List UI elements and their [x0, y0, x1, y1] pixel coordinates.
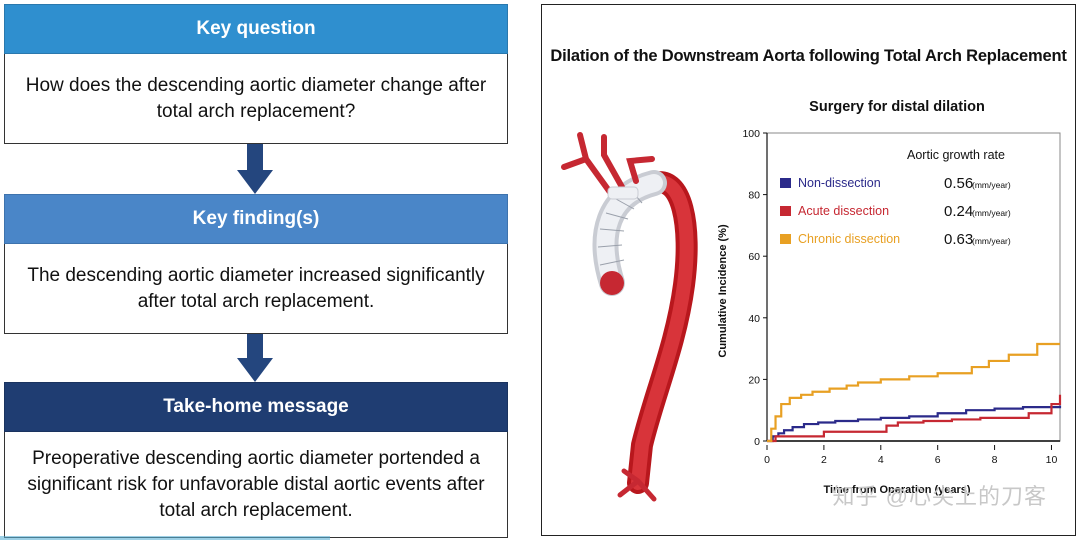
y-tick-label: 60: [748, 251, 760, 263]
legend-title: Aortic growth rate: [907, 148, 1005, 162]
x-axis-label: Time from Operation (years): [823, 484, 970, 496]
series-line-acute-dissection: [767, 394, 1062, 443]
x-tick-label: 10: [1046, 454, 1058, 466]
legend-label: Chronic dissection: [798, 232, 900, 246]
legend-label: Non-dissection: [798, 176, 881, 190]
y-tick-label: 100: [742, 128, 760, 140]
down-arrow-icon: [237, 144, 273, 194]
legend-unit: (mm/year): [972, 236, 1011, 246]
x-tick-label: 2: [821, 454, 827, 466]
y-tick-label: 40: [748, 313, 760, 325]
key-findings-header: Key finding(s): [4, 194, 508, 244]
legend-unit: (mm/year): [972, 208, 1011, 218]
aorta-illustration: [561, 132, 698, 502]
x-tick-label: 8: [992, 454, 998, 466]
figure-title: Dilation of the Downstream Aorta followi…: [550, 47, 1067, 65]
down-arrow-icon: [237, 334, 273, 382]
key-question-text: How does the descending aortic diameter …: [4, 54, 508, 144]
legend-unit: (mm/year): [972, 180, 1011, 190]
figure-panel: Dilation of the Downstream Aorta followi…: [541, 4, 1076, 536]
x-tick-label: 4: [878, 454, 884, 466]
bottom-accent-bar: [0, 536, 330, 540]
x-tick-label: 6: [935, 454, 941, 466]
legend-swatch: [780, 234, 791, 244]
legend-swatch: [780, 206, 791, 216]
y-tick-label: 20: [748, 374, 760, 386]
legend-swatch: [780, 178, 791, 188]
series-line-non-dissection: [767, 405, 1062, 443]
key-points-panel: Key question How does the descending aor…: [0, 0, 510, 540]
y-tick-label: 80: [748, 190, 760, 202]
y-tick-label: 0: [754, 436, 760, 448]
legend-label: Acute dissection: [798, 204, 889, 218]
take-home-text: Preoperative descending aortic diameter …: [4, 432, 508, 538]
take-home-header: Take-home message: [4, 382, 508, 432]
x-tick-label: 0: [764, 454, 770, 466]
chart-subtitle: Surgery for distal dilation: [809, 99, 985, 115]
key-findings-text: The descending aortic diameter increased…: [4, 244, 508, 334]
legend-rate: 0.56: [944, 175, 973, 192]
legend-rate: 0.24: [944, 203, 973, 220]
y-axis-label: Cumulative Incidence (%): [717, 224, 729, 358]
series-line-chronic-dissection: [767, 342, 1060, 443]
key-question-header: Key question: [4, 4, 508, 54]
watermark: 知乎 @心尖上的刀客: [832, 484, 1047, 509]
legend-rate: 0.63: [944, 231, 973, 248]
cumulative-incidence-chart: Surgery for distal dilation 020406080100…: [717, 99, 1062, 496]
